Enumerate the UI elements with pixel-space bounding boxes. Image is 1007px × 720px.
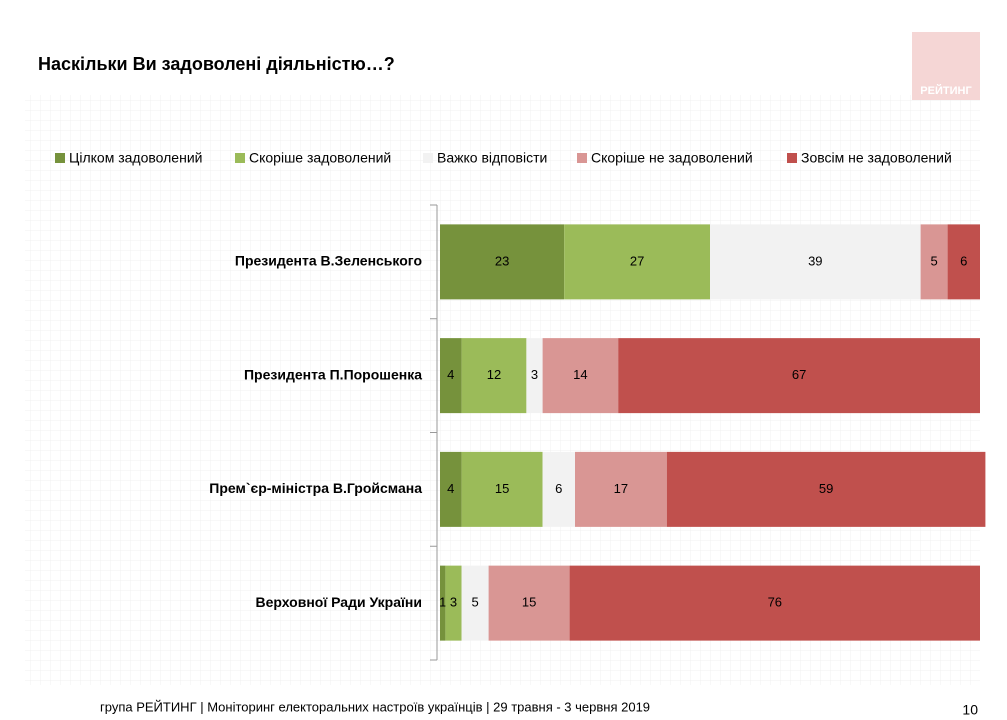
logo: РЕЙТИНГ bbox=[920, 84, 972, 97]
legend-label: Зовсім не задоволений bbox=[801, 150, 952, 166]
value-label: 14 bbox=[573, 367, 587, 382]
footer: група РЕЙТИНГ | Моніторинг електоральних… bbox=[100, 699, 650, 714]
value-label: 15 bbox=[522, 595, 536, 610]
page-number: 10 bbox=[962, 702, 978, 718]
bar-segment bbox=[440, 338, 462, 414]
bar-segment bbox=[488, 565, 570, 641]
value-label: 59 bbox=[819, 481, 833, 496]
bar-segment bbox=[542, 451, 575, 527]
value-label: 4 bbox=[447, 481, 454, 496]
category-label: Прем`єр-міністра В.Гройсмана bbox=[209, 480, 422, 496]
value-label: 15 bbox=[495, 481, 509, 496]
value-label: 5 bbox=[471, 595, 478, 610]
legend-swatch bbox=[787, 153, 797, 163]
bar-segment bbox=[440, 224, 565, 300]
bar-segment bbox=[440, 565, 446, 641]
bar-segment bbox=[920, 224, 948, 300]
chart-title: Наскільки Ви задоволені діяльністю…? bbox=[38, 54, 395, 74]
bar-segment bbox=[542, 338, 619, 414]
value-label: 5 bbox=[930, 253, 937, 268]
value-label: 39 bbox=[808, 253, 822, 268]
bar-segment bbox=[461, 451, 543, 527]
legend-label: Скоріше задоволений bbox=[249, 150, 391, 166]
legend-label: Скоріше не задоволений bbox=[591, 150, 753, 166]
value-label: 3 bbox=[450, 595, 457, 610]
legend-swatch bbox=[423, 153, 433, 163]
category-label: Президента В.Зеленського bbox=[235, 253, 422, 269]
value-label: 76 bbox=[768, 595, 782, 610]
value-label: 23 bbox=[495, 253, 509, 268]
value-label: 6 bbox=[960, 253, 967, 268]
bar-segment bbox=[564, 224, 710, 300]
bar-segment bbox=[575, 451, 667, 527]
category-label: Верховної Ради України bbox=[255, 594, 422, 610]
logo-box bbox=[912, 32, 980, 100]
legend-label: Цілком задоволений bbox=[69, 150, 202, 166]
bar-segment bbox=[526, 338, 543, 414]
bar-segment bbox=[461, 565, 489, 641]
bar-segment bbox=[569, 565, 980, 641]
category-label: Президента П.Порошенка bbox=[244, 366, 422, 382]
value-label: 67 bbox=[792, 367, 806, 382]
value-label: 17 bbox=[614, 481, 628, 496]
value-label: 1 bbox=[439, 595, 446, 610]
value-label: 12 bbox=[487, 367, 501, 382]
legend-swatch bbox=[235, 153, 245, 163]
bar-segment bbox=[461, 338, 527, 414]
bar-segment bbox=[710, 224, 921, 300]
bar-segment bbox=[666, 451, 986, 527]
legend-swatch bbox=[577, 153, 587, 163]
bar-segment bbox=[947, 224, 980, 300]
value-label: 6 bbox=[555, 481, 562, 496]
bar-segment bbox=[440, 451, 462, 527]
bar-segment bbox=[445, 565, 462, 641]
legend-label: Важко відповісти bbox=[437, 150, 547, 166]
bar-segment bbox=[618, 338, 980, 414]
value-label: 4 bbox=[447, 367, 454, 382]
value-label: 3 bbox=[531, 367, 538, 382]
legend-swatch bbox=[55, 153, 65, 163]
value-label: 27 bbox=[630, 253, 644, 268]
